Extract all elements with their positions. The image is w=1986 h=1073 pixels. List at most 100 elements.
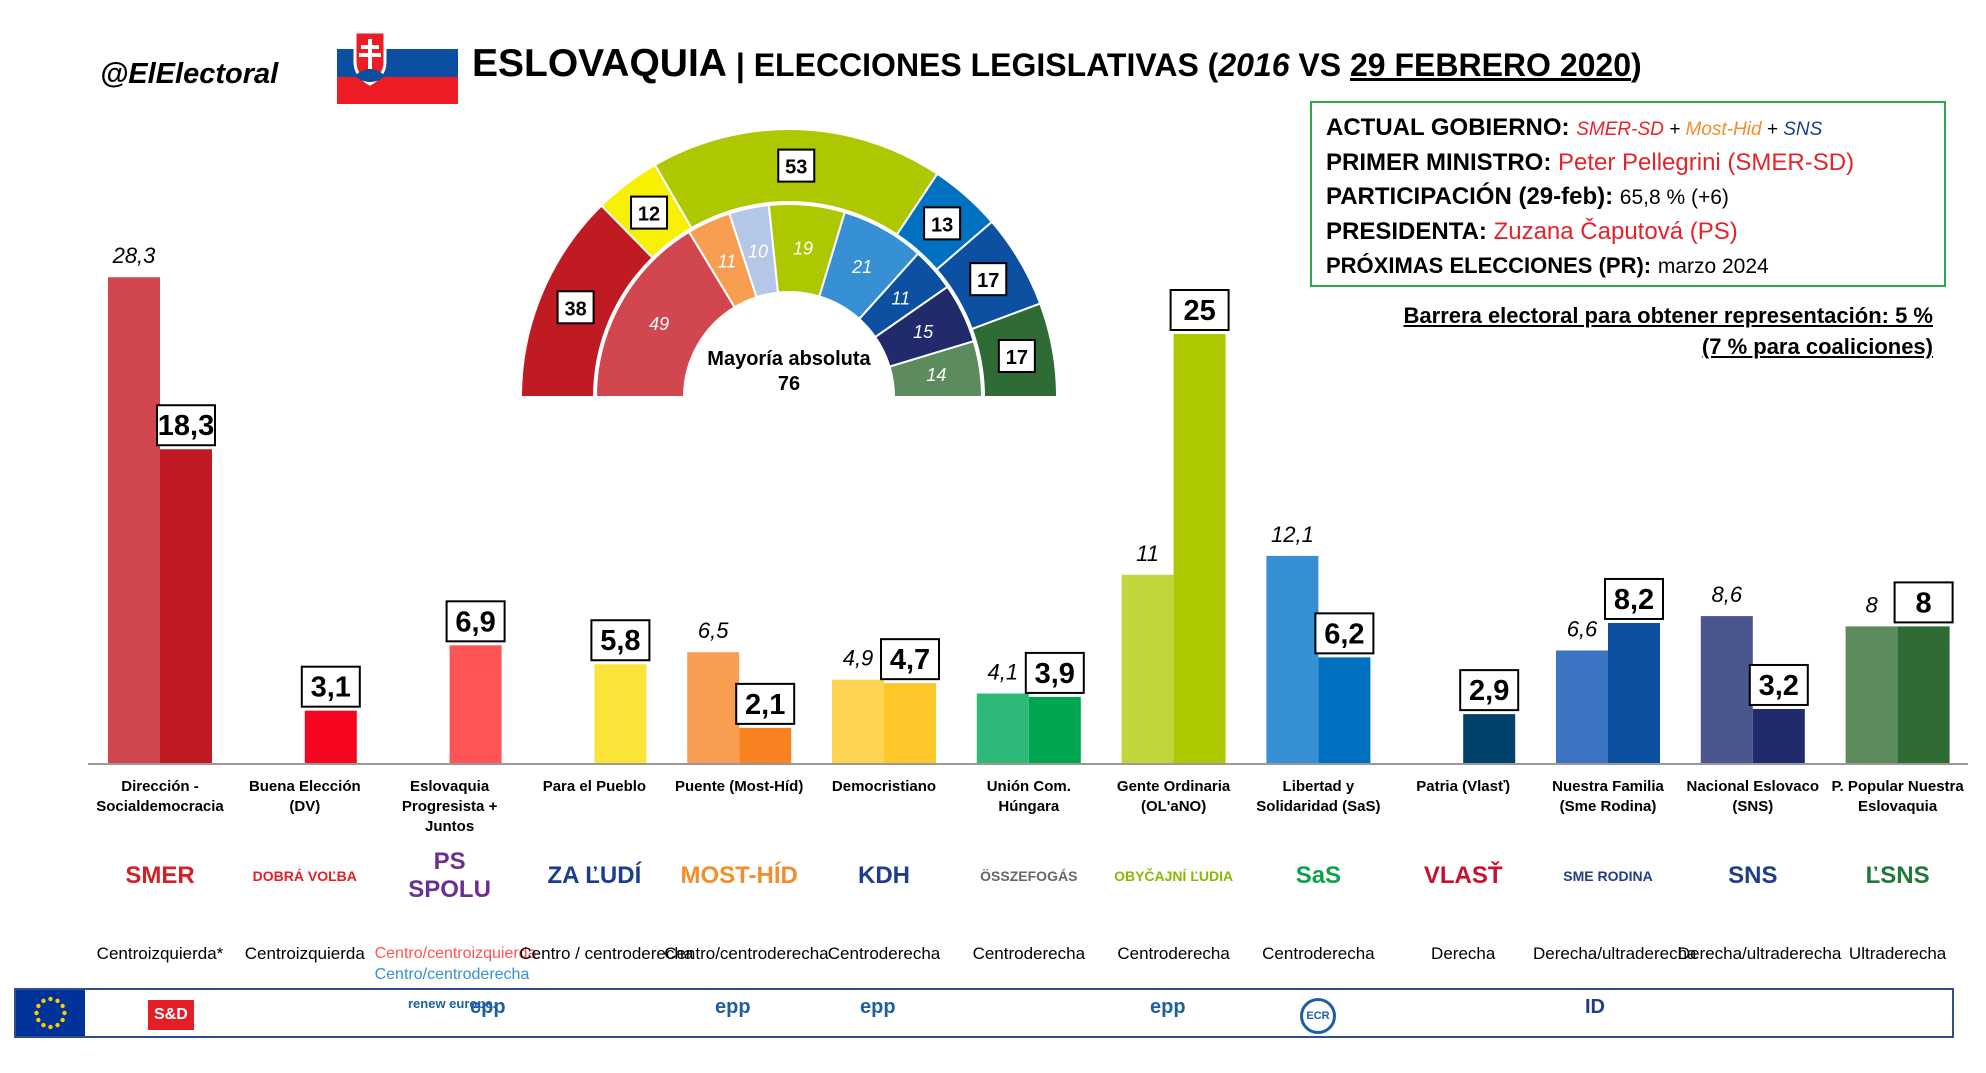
label-2016-12: 8 [1865, 592, 1878, 617]
label-2020-12: 8 [1916, 587, 1932, 619]
party-logo-text-6: ÖSSZEFOGÁS [980, 868, 1078, 884]
party-logo-text-2: PS SPOLU [408, 848, 491, 903]
bar-2020-6 [1028, 696, 1081, 764]
ideology-text-3: Centro / centroderecha [519, 944, 694, 963]
ideology-10: Derecha/ultraderecha [1533, 943, 1697, 964]
label-2016-8: 12,1 [1271, 522, 1314, 547]
seats-2020-label-5: 17 [1006, 347, 1028, 369]
ideology-1: Centroizquierda [230, 943, 380, 964]
seats-2020-box-1 [630, 195, 669, 230]
label-2020-2: 6,9 [455, 606, 495, 638]
eu-star-4 [41, 1022, 46, 1028]
party-logo-text-10: SME RODINA [1563, 868, 1653, 884]
eu-group-6: ECR [1300, 998, 1336, 1034]
party-logo-text-1: DOBRÁ VOĽBA [252, 868, 357, 884]
party-logo-1: DOBRÁ VOĽBA [245, 840, 365, 912]
info-row-turnout: PARTICIPACIÓN (29-feb): 65,8 % (+6) [1326, 180, 1944, 215]
bar-2020-8 [1318, 657, 1371, 764]
title-main: ELECCIONES LEGISLATIVAS ( [753, 47, 1219, 83]
label-box-2020-9 [1459, 669, 1520, 712]
ideology-text-12: Ultraderecha [1848, 944, 1947, 963]
eu-star-2 [55, 1022, 60, 1028]
party-logo-10: SME RODINA [1548, 840, 1668, 912]
majority-value: 76 [778, 373, 800, 395]
ideology-6: Centroderecha [954, 943, 1104, 964]
label-2016-0: 28,3 [112, 243, 157, 268]
label-box-2020-10 [1604, 577, 1664, 620]
eu-groups-bar [14, 988, 1954, 1038]
party-logo-text-3: ZA ĽUDÍ [547, 862, 642, 889]
party-logo-5: KDH [824, 840, 944, 912]
ideology-text-9: Derecha [1431, 944, 1496, 963]
bar-2016-6 [976, 693, 1029, 764]
ideology-text-8: Centroderecha [1262, 944, 1375, 963]
bar-2016-10 [1556, 650, 1608, 764]
party-logo-6: ÖSSZEFOGÁS [969, 840, 1089, 912]
party-logo-4: MOST-HÍD [679, 840, 799, 912]
ideology-12: Ultraderecha [1823, 943, 1973, 964]
label-2020-3: 5,8 [600, 625, 640, 657]
bar-2016-5 [832, 679, 884, 764]
ideology-text-4: Centro/centroderecha [664, 944, 829, 963]
party-name-8: Libertad y Solidaridad (SaS) [1256, 778, 1381, 815]
next-election-label: PRÓXIMAS ELECCIONES (PR): [1326, 253, 1652, 278]
label-box-2020-4 [735, 682, 796, 725]
label-2020-5: 4,7 [890, 644, 930, 676]
party-name-6: Unión Com. Húngara [986, 778, 1071, 815]
coalition-threshold-note: (7 % para coaliciones) [1701, 334, 1933, 359]
title-country: ESLOVAQUIA [472, 42, 727, 85]
seats-2016-label-4: 21 [851, 257, 872, 277]
ideology-text-6: Centroderecha [972, 944, 1086, 963]
party-logo-11: SNS [1693, 840, 1813, 912]
label-box-2020-8 [1314, 612, 1375, 655]
party-logo-text-5: KDH [858, 862, 910, 889]
seats-2020-box-4 [969, 262, 1008, 297]
bar-2016-11 [1700, 616, 1753, 764]
seats-2016-label-1: 11 [718, 252, 737, 272]
party-logo-3: ZA ĽUDÍ [534, 840, 654, 912]
ideology-11: Derecha/ultraderecha [1678, 943, 1841, 964]
bar-2020-2 [449, 645, 502, 764]
label-2020-11: 3,2 [1759, 670, 1799, 702]
ideology-text-5: Centroderecha [827, 944, 941, 963]
label-box-2020-1 [300, 665, 361, 708]
party-name-12: P. Popular Nuestra Eslovaquia [1831, 778, 1964, 815]
bar-2016-7 [1121, 574, 1174, 764]
eu-group-5: epp [1150, 996, 1186, 1018]
bar-2020-4 [739, 727, 792, 764]
ideology-3: Centro / centroderecha [519, 943, 694, 964]
parliament-center [685, 293, 893, 397]
turnout-label: PARTICIPACIÓN (29-feb): [1326, 183, 1614, 210]
label-2016-7: 11 [1136, 541, 1159, 566]
bar-2020-9 [1463, 714, 1516, 764]
party-name-5: Democristiano [831, 778, 937, 795]
label-2020-9: 2,9 [1469, 675, 1509, 707]
label-box-2020-0 [156, 404, 216, 447]
pm-label: PRIMER MINISTRO: [1326, 148, 1552, 176]
turnout-value: 65,8 % (+6) [1619, 186, 1729, 209]
label-box-2020-5 [880, 638, 940, 681]
label-2020-0: 18,3 [158, 410, 214, 442]
label-box-2020-2 [445, 600, 506, 643]
bar-2020-1 [304, 710, 357, 764]
info-row-next-election: PRÓXIMAS ELECCIONES (PR): marzo 2024 [1326, 249, 1944, 284]
seats-2020-box-3 [923, 206, 962, 241]
seats-2020-label-0: 38 [564, 298, 586, 320]
bar-2020-3 [594, 664, 647, 764]
bar-2016-0 [108, 277, 160, 764]
party-logo-text-9: VLASŤ [1423, 862, 1503, 889]
next-election-value: marzo 2024 [1657, 255, 1769, 278]
title-date-new: 29 FEBRERO 2020 [1349, 47, 1631, 83]
label-2020-1: 3,1 [311, 672, 351, 704]
party-logo-0: SMER [100, 840, 220, 912]
seats-2016-seg-7 [888, 339, 984, 398]
author-handle: @ElElectoral [100, 58, 279, 90]
bar-2020-7 [1173, 334, 1226, 764]
seats-2020-label-4: 17 [977, 270, 999, 292]
party-logo-text-7: OBYČAJNÍ ĽUDIA [1114, 868, 1234, 884]
seats-2020-label-3: 13 [931, 214, 953, 236]
eu-group-1: renew europe. [408, 996, 497, 1011]
ideology-text-10: Derecha/ultraderecha [1533, 944, 1697, 963]
ideology-text2-2: Centro/centroderecha [374, 966, 530, 983]
eu-group-7: ID [1585, 996, 1605, 1018]
